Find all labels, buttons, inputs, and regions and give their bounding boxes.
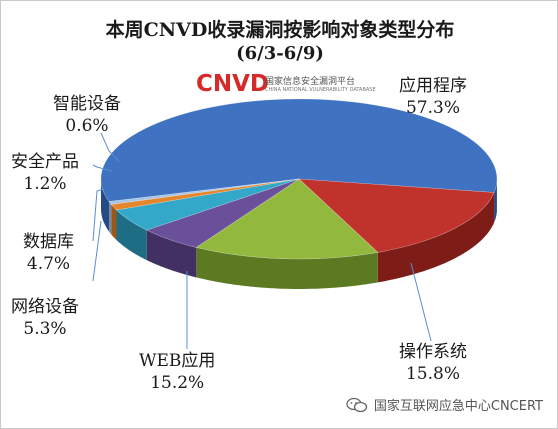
wechat-icon bbox=[346, 397, 368, 412]
slice-value: 5.3% bbox=[23, 319, 67, 339]
slice-label: 应用程序 bbox=[399, 76, 467, 96]
slice-label: 智能设备 bbox=[53, 94, 121, 114]
slice-value: 15.2% bbox=[150, 373, 205, 393]
logo-subtitle: 国家信息安全漏洞平台 bbox=[265, 77, 356, 87]
label-network: 网络设备 5.3% bbox=[11, 296, 79, 340]
pie-slice-3 bbox=[145, 178, 300, 248]
label-database: 数据库 4.7% bbox=[23, 231, 74, 275]
pie-side-4 bbox=[116, 210, 147, 261]
slice-label: 网络设备 bbox=[11, 297, 79, 317]
slice-label: 数据库 bbox=[23, 232, 74, 252]
slice-value: 57.3% bbox=[405, 98, 460, 118]
slice-value: 4.7% bbox=[26, 254, 71, 274]
pie-slice-2 bbox=[195, 178, 379, 260]
label-smart-device: 智能设备 0.6% bbox=[53, 93, 121, 137]
logo-name: CNVD bbox=[196, 71, 270, 97]
pie-side-0 bbox=[101, 180, 109, 232]
label-web: WEB应用 15.2% bbox=[139, 350, 215, 394]
leader-network bbox=[92, 220, 102, 282]
pie-slice-0 bbox=[100, 98, 498, 202]
leader-os bbox=[410, 262, 432, 342]
slice-value: 0.6% bbox=[65, 116, 109, 136]
watermark-text: 国家互联网应急中心CNCERT bbox=[373, 399, 543, 414]
pie-slice-5 bbox=[110, 178, 300, 211]
watermark: 国家互联网应急中心CNCERT bbox=[346, 395, 543, 414]
leader-smart-device bbox=[100, 132, 120, 162]
leader-security bbox=[92, 164, 113, 172]
chart-title: 本周CNVD收录漏洞按影响对象类型分布 bbox=[105, 19, 455, 41]
pie-slice-4 bbox=[115, 178, 300, 231]
slice-label: 操作系统 bbox=[399, 342, 467, 362]
slice-value: 15.8% bbox=[405, 364, 460, 384]
pie-side-0 bbox=[494, 181, 497, 223]
label-application: 应用程序 57.3% bbox=[399, 75, 467, 119]
pie-slice-6 bbox=[108, 178, 300, 205]
pie-slice-1 bbox=[298, 178, 495, 253]
label-os: 操作系统 15.8% bbox=[399, 341, 467, 385]
label-security: 安全产品 1.2% bbox=[11, 151, 79, 195]
leader-lines bbox=[92, 132, 432, 349]
logo-subtitle-en: CHINA NATIONAL VULNERABILITY DATABASE bbox=[265, 87, 376, 93]
pie-side bbox=[101, 180, 497, 289]
pie-top bbox=[100, 98, 498, 260]
slice-value: 1.2% bbox=[23, 174, 67, 194]
pie-side-3 bbox=[146, 230, 197, 278]
pie-side-6 bbox=[109, 201, 112, 235]
pie-side-5 bbox=[111, 204, 117, 240]
chart-subtitle: (6/3-6/9) bbox=[236, 43, 324, 64]
pie-side-1 bbox=[377, 192, 495, 283]
slice-label: WEB应用 bbox=[139, 351, 216, 371]
pie-side-2 bbox=[196, 247, 378, 289]
leader-database bbox=[92, 188, 105, 242]
slice-label: 安全产品 bbox=[11, 152, 79, 172]
